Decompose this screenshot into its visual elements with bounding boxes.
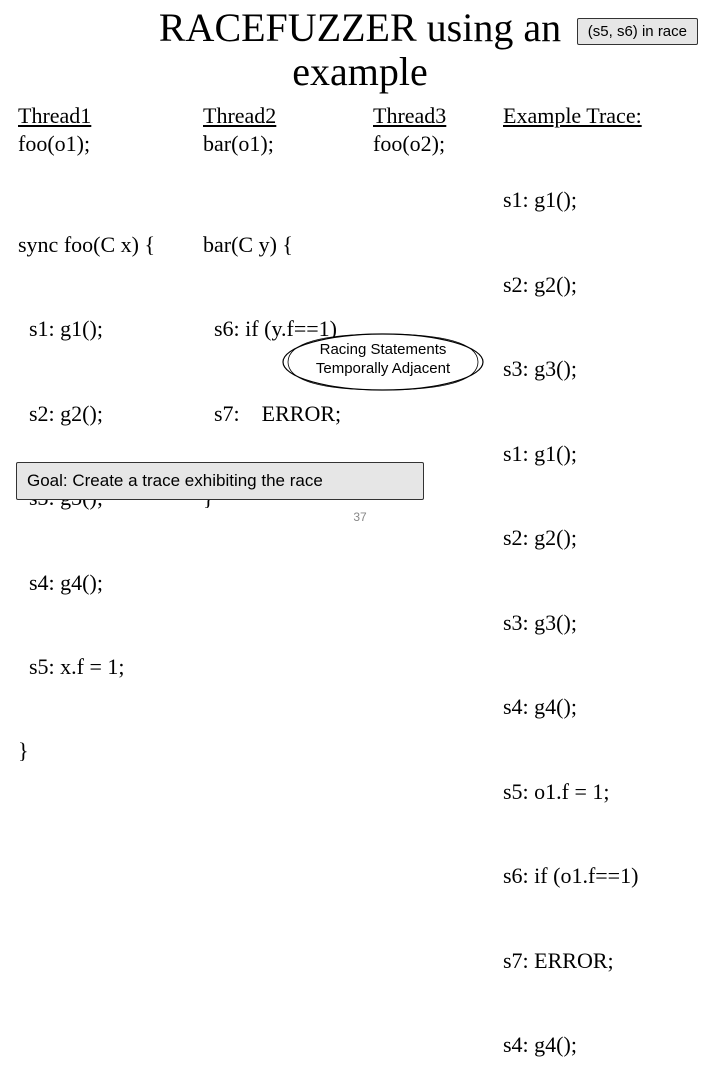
goal-box: Goal: Create a trace exhibiting the race — [16, 462, 424, 500]
thread1-header: Thread1 — [18, 102, 203, 130]
trace-row: s4: g4(); — [503, 1031, 702, 1059]
callout-line1: Racing Statements — [278, 341, 488, 360]
bar-s7: s7: ERROR; — [203, 400, 373, 428]
slide-title: RACEFUZZER using an example — [0, 0, 720, 94]
example-trace-header: Example Trace: — [503, 102, 702, 130]
callout-ellipse: Racing Statements Temporally Adjacent — [278, 331, 488, 393]
foo-s1: s1: g1(); — [18, 315, 203, 343]
trace-row: s2: g2(); — [503, 271, 702, 299]
foo-close: } — [18, 737, 203, 765]
title-line1: RACEFUZZER using an — [159, 5, 561, 50]
trace-row: s5: o1.f = 1; — [503, 778, 702, 806]
trace-row: s3: g3(); — [503, 609, 702, 637]
thread3-call: foo(o2); — [373, 130, 503, 158]
content-columns: Thread1 foo(o1); sync foo(C x) { s1: g1(… — [0, 94, 720, 1080]
trace-row: s2: g2(); — [503, 524, 702, 552]
title-line2: example — [292, 49, 428, 94]
thread2-header: Thread2 — [203, 102, 373, 130]
thread2-call: bar(o1); — [203, 130, 373, 158]
column-example-trace: Example Trace: s1: g1(); s2: g2(); s3: g… — [503, 102, 702, 1080]
thread3-header: Thread3 — [373, 102, 503, 130]
slide-number: 37 — [353, 510, 366, 524]
callout-line2: Temporally Adjacent — [278, 360, 488, 379]
column-thread3: Thread3 foo(o2); — [373, 102, 503, 1080]
trace-row: s7: ERROR; — [503, 947, 702, 975]
bar-sig: bar(C y) { — [203, 231, 373, 259]
trace-row: s4: g4(); — [503, 693, 702, 721]
trace-row: s1: g1(); — [503, 440, 702, 468]
column-thread1: Thread1 foo(o1); sync foo(C x) { s1: g1(… — [18, 102, 203, 1080]
race-badge: (s5, s6) in race — [577, 18, 698, 45]
thread1-call: foo(o1); — [18, 130, 203, 158]
foo-s4: s4: g4(); — [18, 569, 203, 597]
column-thread2: Thread2 bar(o1); bar(C y) { s6: if (y.f=… — [203, 102, 373, 1080]
foo-sig: sync foo(C x) { — [18, 231, 203, 259]
foo-s2: s2: g2(); — [18, 400, 203, 428]
trace-row: s6: if (o1.f==1) — [503, 862, 702, 890]
trace-row: s1: g1(); — [503, 186, 702, 214]
foo-s5: s5: x.f = 1; — [18, 653, 203, 681]
trace-row: s3: g3(); — [503, 355, 702, 383]
